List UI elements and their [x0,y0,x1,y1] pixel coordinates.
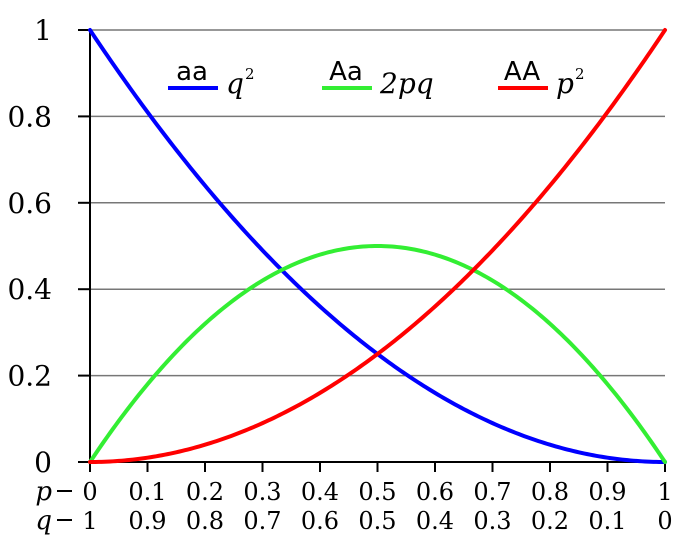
y-tick-labels: 0 0.2 0.4 0.6 0.8 1 [7,14,52,479]
y-tick-label: 0 [34,446,52,479]
legend-genotype-label: AA [504,57,541,87]
x-tick-label-q: 0.5 [358,507,396,535]
x-tick-label-p: 0.9 [588,478,626,506]
x-tick-label-q: 1 [82,507,97,535]
x-tick-label-p: 0.5 [358,478,396,506]
legend: aa q 2 Aa 2pq AA p 2 [168,57,585,100]
legend-superscript: 2 [245,65,255,83]
legend-expression: q [226,67,244,100]
legend-entry-Aa: Aa 2pq [322,57,434,100]
x-tick-label-p: 0.3 [243,478,281,506]
x-tick-label-q: 0.6 [301,507,339,535]
x-tick-label-p: 1 [657,478,672,506]
x-tick-label-q: 0.8 [186,507,224,535]
grid-lines [78,29,665,463]
series-lines [88,28,667,464]
x-tick-label-q: 0.4 [416,507,454,535]
axes [89,30,666,472]
x-tick-label-q: 0.1 [588,507,626,535]
legend-genotype-label: Aa [329,57,363,87]
x-tick-label-q: 0.2 [531,507,569,535]
x-tick-label-p: 0.8 [531,478,569,506]
x-tick-label-p: 0.2 [186,478,224,506]
y-tick-label: 1 [34,14,52,47]
y-tick-label: 0.4 [7,273,52,306]
x-tick-label-p: 0.6 [416,478,454,506]
legend-entry-aa: aa q 2 [168,57,255,100]
x-row-label-p: p [35,477,52,507]
x-tick-label-q: 0.3 [473,507,511,535]
series-line-Aa [88,243,667,464]
x-tick-label-p: 0.7 [473,478,511,506]
x-tick-label-p: 0.1 [128,478,166,506]
legend-superscript: 2 [575,65,585,83]
legend-entry-AA: AA p 2 [498,57,585,100]
legend-expression: p [556,67,574,100]
x-tick-label-q: 0.9 [128,507,166,535]
x-tick-label-p: 0.4 [301,478,339,506]
x-tick-label-p: 0 [82,478,97,506]
y-tick-label: 0.8 [7,100,52,133]
legend-expression: 2pq [379,67,434,100]
x-tick-label-q: 0.7 [243,507,281,535]
x-tick-label-q: 0 [657,507,672,535]
y-tick-label: 0.2 [7,360,52,393]
x-tick-labels: 010.10.90.20.80.30.70.40.60.50.50.60.40.… [35,477,672,536]
x-row-label-q: q [35,506,52,536]
series-line-AA [88,28,667,464]
legend-genotype-label: aa [176,57,208,87]
y-tick-label: 0.6 [7,187,52,220]
